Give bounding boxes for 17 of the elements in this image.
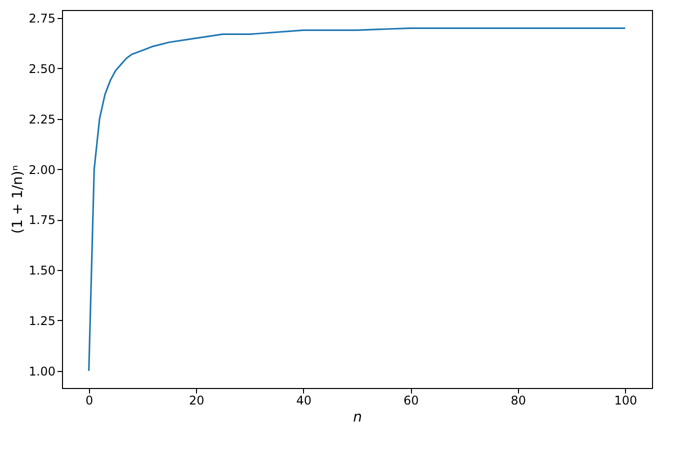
x-tick-label: 40 [296,394,312,408]
y-tick-label: 1.00 [28,364,56,378]
x-tick-label: 20 [188,394,204,408]
x-axis-title: n [353,410,362,426]
y-tick-label: 2.75 [28,12,56,26]
x-tick-label: 0 [86,394,94,408]
y-tick-label: 2.25 [28,112,56,126]
x-tick-label: 100 [614,394,638,408]
y-tick-label: 1.50 [28,264,56,278]
y-tick-label: 1.25 [28,314,56,328]
y-axis-title: (1 + 1/n)ⁿ [10,165,26,234]
x-tick-label: 80 [510,394,526,408]
y-tick-label: 2.00 [28,162,56,177]
y-tick-label: 1.75 [28,213,56,228]
y-tick-label: 2.50 [28,62,56,76]
x-tick-label: 60 [403,394,419,408]
line-series [88,27,626,372]
